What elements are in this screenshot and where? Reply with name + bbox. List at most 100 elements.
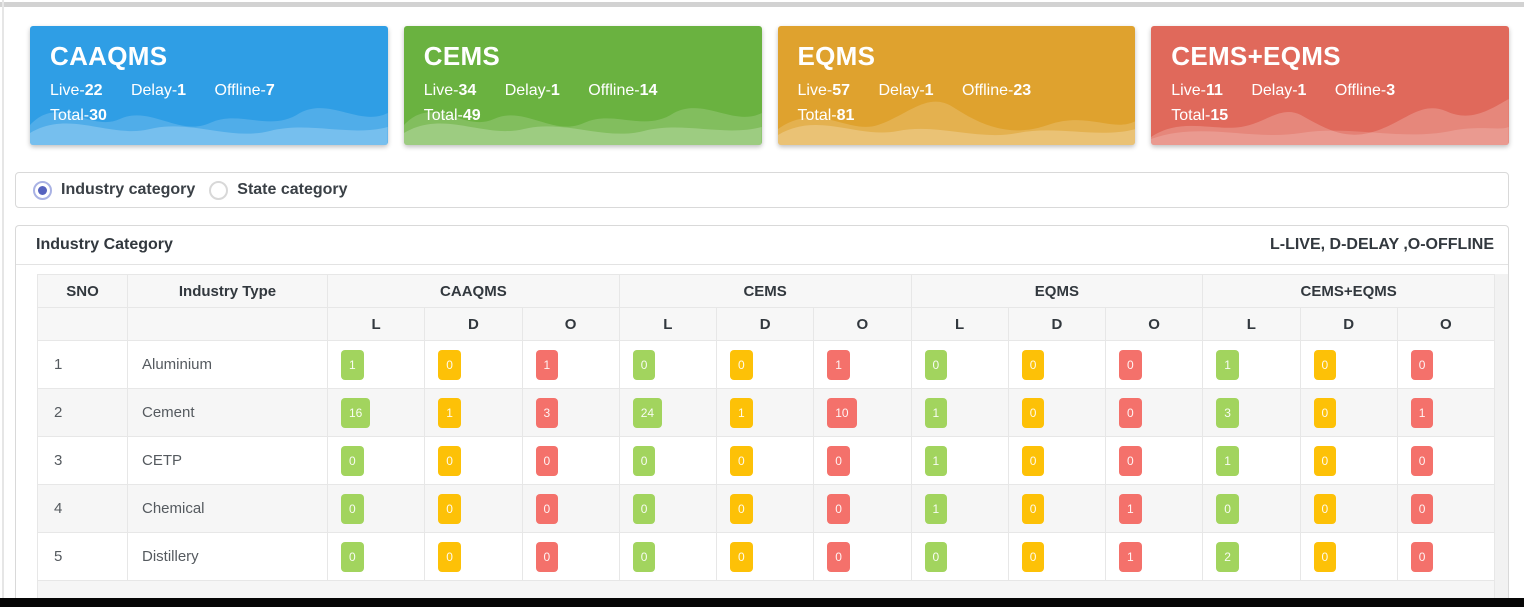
sub-header-o: O — [1396, 307, 1496, 341]
status-count-badge-l[interactable]: 0 — [632, 445, 656, 476]
status-count-badge-l[interactable]: 1 — [924, 397, 948, 428]
delay-label: Delay — [1251, 82, 1293, 99]
industry-name-cell: CETP — [127, 436, 328, 485]
status-count-badge-d[interactable]: 1 — [438, 397, 461, 428]
sno-cell: 4 — [37, 484, 128, 533]
status-count-badge-o[interactable]: 0 — [827, 445, 850, 476]
status-count-badge-o[interactable]: 0 — [827, 541, 850, 572]
status-count-badge-d[interactable]: 1 — [730, 397, 753, 428]
status-count-badge-o[interactable]: 3 — [535, 397, 559, 428]
status-count-badge-o[interactable]: 0 — [1410, 541, 1434, 572]
value-cell: 0 — [813, 532, 912, 581]
offline-count: 23 — [1013, 82, 1032, 99]
radio-label[interactable]: State category — [237, 181, 348, 198]
status-count-badge-o[interactable]: 0 — [535, 493, 559, 524]
total-label: Total — [50, 106, 84, 124]
status-count-badge-l[interactable]: 0 — [341, 445, 364, 476]
summary-card-caaqms[interactable]: CAAQMS Live-22 Delay-1 Offline-7 Total-3… — [30, 26, 388, 145]
value-cell: 0 — [618, 340, 718, 389]
status-count-badge-l[interactable]: 16 — [341, 397, 371, 428]
status-count-badge-l[interactable]: 0 — [341, 493, 364, 524]
status-count-badge-l[interactable]: 1 — [924, 493, 948, 524]
status-count-badge-d[interactable]: 0 — [730, 541, 753, 572]
industry-name-cell: Aluminium — [127, 340, 328, 389]
summary-card-eqms[interactable]: EQMS Live-57 Delay-1 Offline-23 Total-81 — [777, 26, 1136, 145]
status-count-badge-o[interactable]: 1 — [1119, 493, 1142, 524]
status-count-badge-d[interactable]: 0 — [438, 445, 461, 476]
card-title: CEMS+EQMS — [1171, 41, 1341, 71]
status-count-badge-l[interactable]: 0 — [924, 349, 948, 380]
status-count-badge-l[interactable]: 0 — [632, 349, 656, 380]
status-count-badge-d[interactable]: 0 — [730, 493, 753, 524]
status-count-badge-d[interactable]: 0 — [1313, 493, 1337, 524]
status-count-badge-d[interactable]: 0 — [1313, 349, 1337, 380]
sub-header-d: D — [424, 307, 523, 341]
sub-header-l: L — [618, 307, 718, 341]
status-count-badge-o[interactable]: 0 — [1410, 349, 1434, 380]
summary-card-cems-eqms[interactable]: CEMS+EQMS Live-11 Delay-1 Offline-3 Tota… — [1151, 26, 1509, 145]
radio-label[interactable]: Industry category — [61, 181, 196, 198]
status-count-badge-d[interactable]: 0 — [1313, 445, 1337, 476]
industry-type-header: Industry Type — [127, 274, 328, 308]
group-header-eqms: EQMS — [910, 274, 1204, 308]
status-count-badge-l[interactable]: 1 — [341, 349, 364, 380]
status-count-badge-d[interactable]: 0 — [1021, 541, 1045, 572]
table-row: 3 CETP 0 0 0 0 0 0 1 0 0 1 0 0 — [37, 436, 1496, 485]
status-count-badge-d[interactable]: 0 — [1021, 397, 1045, 428]
group-header-row: SNO Industry Type CAAQMS CEMS EQMS CEMS+EQM… — [37, 274, 1495, 308]
status-legend: L-LIVE, D-DELAY ,O-OFFLINE — [1269, 236, 1494, 253]
table-scrollbar[interactable] — [1495, 274, 1508, 598]
status-count-badge-o[interactable]: 10 — [827, 397, 857, 428]
value-cell: 10 — [813, 388, 912, 437]
status-count-badge-o[interactable]: 0 — [535, 541, 559, 572]
status-count-badge-d[interactable]: 0 — [730, 349, 753, 380]
status-count-badge-o[interactable]: 0 — [1410, 493, 1434, 524]
value-cell: 0 — [521, 436, 620, 485]
status-count-badge-o[interactable]: 0 — [1119, 349, 1142, 380]
sno-cell: 3 — [37, 436, 128, 485]
status-count-badge-l[interactable]: 0 — [924, 541, 948, 572]
status-count-badge-l[interactable]: 0 — [632, 541, 656, 572]
status-count-badge-d[interactable]: 0 — [438, 493, 461, 524]
summary-card-cems[interactable]: CEMS Live-34 Delay-1 Offline-14 Total-49 — [403, 26, 762, 145]
status-count-badge-l[interactable]: 0 — [341, 541, 364, 572]
radio-circle-icon[interactable] — [33, 180, 52, 200]
offline-label: Offline — [214, 82, 261, 99]
status-count-badge-l[interactable]: 2 — [1216, 541, 1239, 572]
delay-count: 1 — [177, 82, 187, 99]
status-count-badge-d[interactable]: 0 — [438, 349, 461, 380]
status-count-badge-o[interactable]: 1 — [1119, 541, 1142, 572]
offline-label: Offline — [962, 82, 1008, 99]
radio-state-category[interactable]: State category — [209, 180, 361, 200]
status-count-badge-l[interactable]: 1 — [1216, 349, 1239, 380]
status-count-badge-o[interactable]: 0 — [1119, 397, 1142, 428]
status-count-badge-l[interactable]: 0 — [632, 493, 656, 524]
status-count-badge-l[interactable]: 0 — [1216, 493, 1239, 524]
status-count-badge-l[interactable]: 1 — [924, 445, 948, 476]
status-count-badge-d[interactable]: 0 — [1313, 397, 1337, 428]
status-count-badge-o[interactable]: 1 — [535, 349, 559, 380]
status-count-badge-l[interactable]: 1 — [1216, 445, 1239, 476]
status-count-badge-l[interactable]: 3 — [1216, 397, 1239, 428]
category-filter-bar: Industry category State category — [15, 172, 1509, 208]
radio-circle-icon[interactable] — [209, 180, 229, 200]
radio-industry-category[interactable]: Industry category — [33, 180, 209, 200]
card-title: EQMS — [797, 41, 876, 71]
status-count-badge-o[interactable]: 1 — [1410, 397, 1434, 428]
status-count-badge-d[interactable]: 0 — [1021, 493, 1045, 524]
total-count: 15 — [1210, 106, 1229, 124]
value-cell: 3 — [1202, 388, 1301, 437]
status-count-badge-d[interactable]: 0 — [730, 445, 753, 476]
status-count-badge-d[interactable]: 0 — [1021, 349, 1045, 380]
status-count-badge-o[interactable]: 0 — [827, 493, 850, 524]
top-shadow-strip — [0, 2, 1524, 7]
status-count-badge-o[interactable]: 0 — [535, 445, 559, 476]
status-count-badge-d[interactable]: 0 — [438, 541, 461, 572]
status-count-badge-d[interactable]: 0 — [1021, 445, 1045, 476]
sub-header-l: L — [1202, 307, 1301, 341]
status-count-badge-l[interactable]: 24 — [632, 397, 663, 428]
status-count-badge-o[interactable]: 1 — [827, 349, 850, 380]
status-count-badge-o[interactable]: 0 — [1119, 445, 1142, 476]
status-count-badge-d[interactable]: 0 — [1313, 541, 1337, 572]
status-count-badge-o[interactable]: 0 — [1410, 445, 1434, 476]
